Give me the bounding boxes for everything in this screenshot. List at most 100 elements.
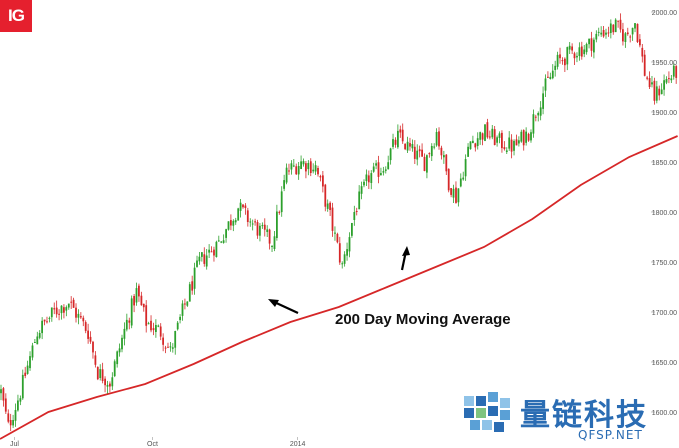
candle-body	[246, 210, 249, 222]
candle-body	[343, 254, 346, 264]
candle-body	[34, 342, 36, 343]
candle-body	[147, 323, 150, 325]
candle-body	[518, 140, 520, 144]
candle-body	[486, 122, 489, 138]
candle-body	[435, 132, 438, 146]
candle	[595, 30, 598, 43]
candle-body	[65, 307, 68, 311]
candle-body	[626, 32, 629, 35]
candle-body	[503, 147, 506, 150]
candle-body	[234, 220, 237, 223]
candle	[443, 150, 445, 164]
candle	[312, 163, 315, 174]
candle-body	[249, 221, 252, 223]
candle	[554, 60, 557, 77]
candle-body	[525, 131, 527, 143]
candle-body	[162, 337, 164, 345]
candle-body	[653, 80, 656, 101]
candle-body	[655, 86, 658, 101]
candle	[82, 315, 85, 327]
candle-body	[259, 225, 261, 236]
candle	[292, 159, 295, 168]
candle	[285, 163, 288, 185]
candle	[239, 199, 242, 218]
candle	[416, 144, 419, 166]
candle	[556, 51, 559, 70]
candle	[167, 342, 169, 348]
candle-body	[70, 301, 73, 303]
arrow-icon	[268, 299, 299, 314]
candle-body	[588, 38, 590, 45]
candle-body	[585, 44, 588, 53]
candle-body	[634, 23, 636, 29]
candle	[31, 342, 34, 361]
candle-body	[75, 307, 77, 318]
candle	[602, 26, 605, 38]
candle-body	[288, 170, 290, 172]
candle	[135, 282, 138, 306]
candle-body	[355, 211, 358, 212]
candle-body	[348, 237, 351, 252]
candle-body	[67, 303, 70, 308]
candle	[242, 204, 244, 209]
candle-body	[426, 155, 428, 173]
candle-body	[31, 345, 34, 358]
watermark-subtext: QFSP.NET	[578, 428, 643, 442]
candle-body	[283, 180, 285, 189]
candle	[597, 27, 600, 37]
candle	[387, 155, 390, 170]
candle-body	[341, 263, 344, 265]
candle	[261, 222, 264, 229]
candle-body	[351, 223, 353, 236]
candle	[63, 304, 65, 319]
candle-body	[208, 249, 210, 253]
candle	[89, 331, 92, 344]
candle-body	[423, 156, 426, 171]
candle-body	[145, 305, 148, 326]
candle	[418, 145, 421, 158]
candle	[302, 158, 305, 167]
candle	[421, 143, 423, 157]
candle	[111, 372, 114, 390]
candle	[326, 199, 329, 212]
candle-body	[464, 159, 467, 177]
candle	[43, 319, 46, 326]
candle	[564, 57, 566, 72]
candle-body	[309, 161, 312, 173]
y-tick-label: 2000.00	[652, 10, 677, 17]
candle-body	[121, 337, 123, 350]
moving-average-annotation: 200 Day Moving Average	[335, 311, 511, 328]
candle-body	[336, 233, 339, 243]
candle	[147, 321, 150, 325]
candle-body	[641, 47, 644, 57]
candle	[585, 42, 588, 55]
candle	[655, 80, 658, 104]
candle	[643, 50, 646, 77]
candle	[288, 163, 290, 175]
candle-body	[94, 355, 97, 365]
candle	[445, 154, 448, 175]
y-tick-label: 1750.00	[652, 260, 677, 267]
candle	[549, 72, 552, 80]
candle-body	[481, 133, 484, 140]
candle	[150, 315, 152, 333]
candle-body	[104, 378, 106, 386]
candle	[648, 71, 651, 89]
candle	[568, 42, 571, 54]
candle	[290, 160, 293, 175]
candle-body	[142, 303, 145, 308]
candle-body	[133, 296, 135, 306]
candle	[515, 134, 518, 146]
candle-body	[498, 133, 501, 138]
candle-body	[305, 163, 307, 172]
candle-body	[450, 188, 452, 195]
candle	[520, 129, 523, 143]
candle	[532, 109, 535, 138]
candle	[351, 222, 353, 238]
candle	[159, 323, 162, 341]
candle	[576, 52, 578, 63]
candle-body	[123, 328, 126, 339]
candle-body	[539, 107, 542, 116]
candle-body	[4, 398, 7, 412]
candle	[614, 18, 617, 33]
